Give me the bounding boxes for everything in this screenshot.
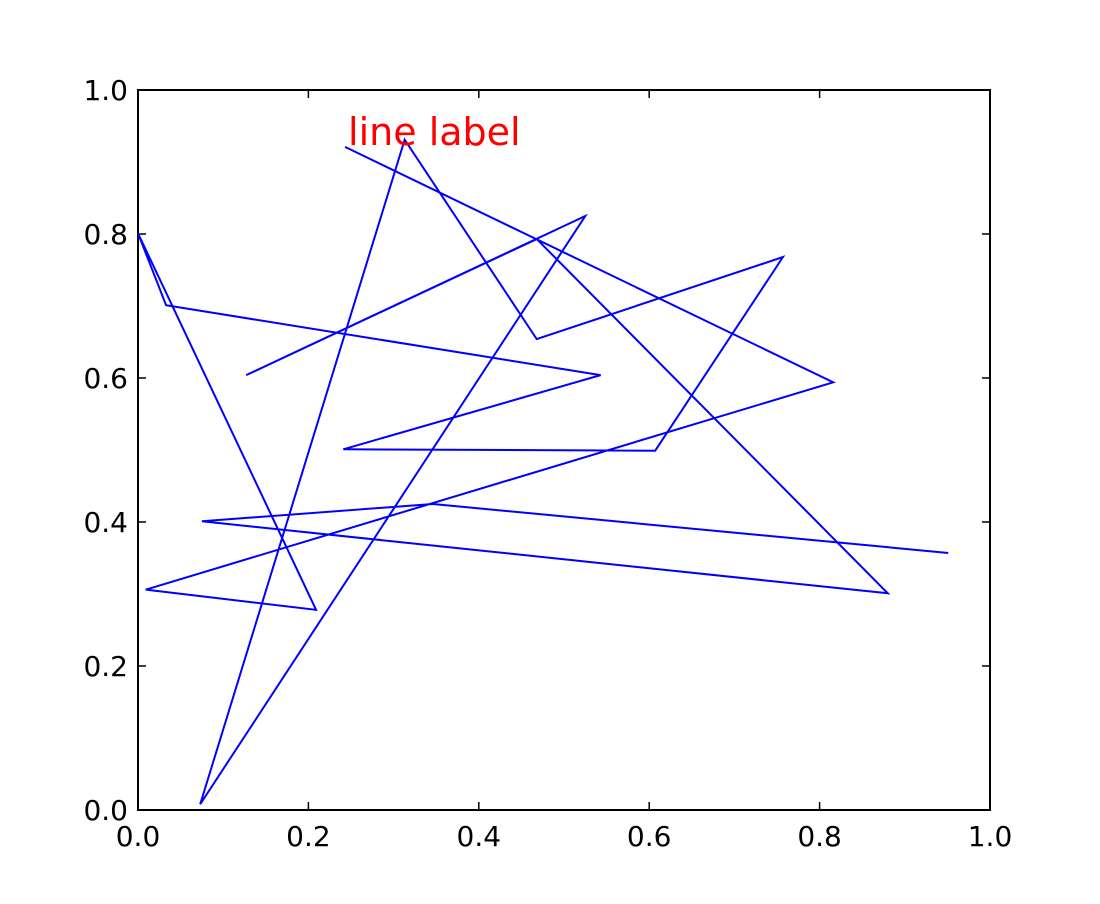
data-line <box>137 137 949 805</box>
annotation: line label <box>348 110 521 154</box>
x-tick-label: 0.0 <box>116 820 161 853</box>
y-tick-label: 0.0 <box>83 794 128 827</box>
x-tick-label: 0.2 <box>286 820 331 853</box>
y-tick-label: 0.8 <box>83 218 128 251</box>
x-tick-label: 1.0 <box>968 820 1013 853</box>
y-tick-label: 1.0 <box>83 74 128 107</box>
y-tick-label: 0.2 <box>83 650 128 683</box>
y-tick-label: 0.6 <box>83 362 128 395</box>
x-tick-label: 0.8 <box>797 820 842 853</box>
y-tick-label: 0.4 <box>83 506 128 539</box>
x-tick-label: 0.4 <box>457 820 502 853</box>
x-tick-label: 0.6 <box>627 820 672 853</box>
